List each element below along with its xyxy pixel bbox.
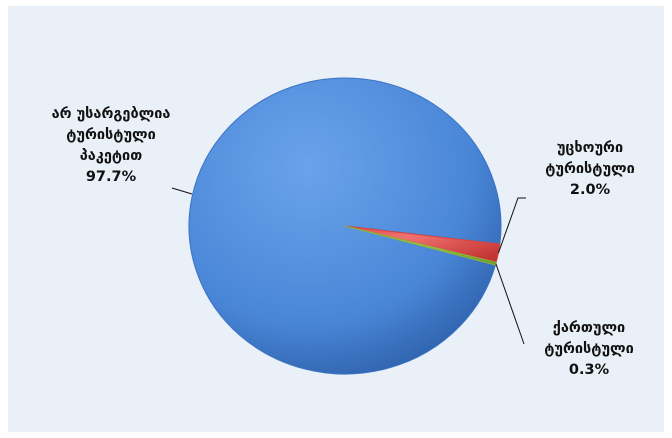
label-line: უცხოური (556, 140, 624, 156)
label-line: არ უსარგებლია (51, 106, 171, 122)
slice-label-georgian-package: ქართული ტურისტული 0.3% (514, 318, 664, 381)
leader-line (497, 197, 526, 254)
label-line: ტურისტული (66, 127, 156, 143)
label-line: ქართული (552, 320, 626, 336)
label-line: ტურისტული (545, 161, 635, 177)
value-label: 0.3% (568, 362, 610, 378)
pie-slice-georgian-package (344, 225, 497, 266)
leader-line (171, 187, 193, 195)
value-label: 2.0% (569, 182, 611, 198)
label-line: ტურისტული (544, 341, 634, 357)
slice-label-not-used-package: არ უსარგებლია ტურისტული პაკეტით 97.7% (16, 104, 206, 188)
leader-line (495, 263, 525, 345)
slice-label-foreign-package: უცხოური ტურისტული 2.0% (522, 138, 658, 201)
label-line: პაკეტით (79, 148, 143, 164)
value-label: 97.7% (85, 169, 137, 185)
